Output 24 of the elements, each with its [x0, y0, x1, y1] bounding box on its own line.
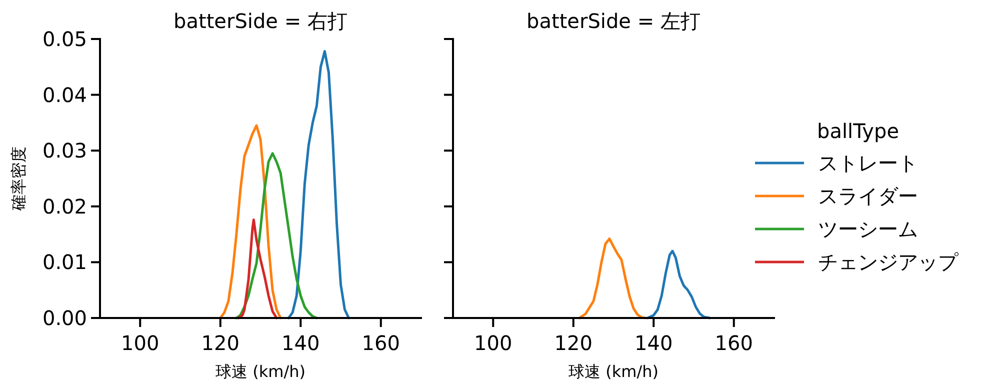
x-axis-title: 球速 (km/h) [216, 362, 306, 381]
y-tick-label: 0.04 [42, 82, 87, 107]
x-tick-label: 140 [634, 331, 673, 355]
legend-label: チェンジアップ [818, 250, 959, 274]
x-tick-label: 120 [201, 331, 240, 355]
y-tick-label: 0.03 [42, 138, 87, 163]
x-tick-label: 160 [362, 331, 400, 355]
x-axis-title: 球速 (km/h) [568, 362, 658, 381]
y-axis-title: 確率密度 [9, 146, 28, 212]
legend-title: ballType [817, 119, 900, 143]
y-tick-label: 0.00 [42, 306, 87, 330]
chart-title: batterSide = 右打 [174, 9, 348, 33]
x-tick-label: 140 [282, 331, 320, 355]
y-tick-label: 0.05 [42, 27, 87, 51]
legend-label: スライダー [818, 184, 918, 208]
y-tick-label: 0.02 [42, 194, 87, 218]
x-tick-label: 160 [714, 331, 753, 355]
chart-title: batterSide = 左打 [526, 9, 700, 33]
x-tick-label: 100 [121, 331, 160, 355]
legend-label: ツーシーム [818, 217, 918, 241]
legend-label: ストレート [818, 151, 918, 175]
x-tick-label: 100 [474, 331, 512, 355]
y-tick-label: 0.01 [42, 250, 87, 274]
x-tick-label: 120 [554, 331, 592, 355]
